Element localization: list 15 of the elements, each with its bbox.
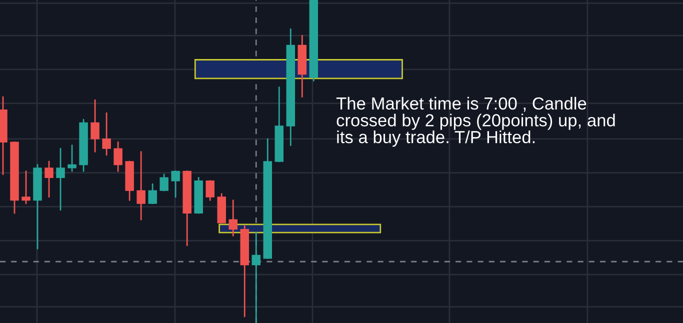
candlestick	[44, 160, 54, 198]
candlestick	[56, 148, 65, 211]
candlestick	[136, 151, 146, 220]
candlestick	[90, 99, 100, 153]
candlestick	[171, 170, 180, 198]
candlestick	[228, 200, 238, 236]
candlestick	[68, 144, 76, 172]
candlestick	[252, 232, 260, 323]
candlestick	[148, 183, 157, 204]
candlestick	[160, 174, 168, 192]
candlestick	[114, 141, 122, 172]
text: The Market time is 7:00 , Candle crossed by 2 pips (20points) up, and its a buy trade. T/P Hitted.	[336, 96, 615, 147]
candlestick	[102, 112, 111, 156]
candlestick	[206, 180, 214, 201]
candlestick	[22, 170, 30, 204]
